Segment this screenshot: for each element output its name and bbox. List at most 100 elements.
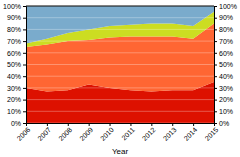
tick-label: 2007 <box>36 126 52 142</box>
tick-mark <box>23 123 26 124</box>
tick: 60% <box>7 50 26 57</box>
tick: 20% <box>7 96 26 103</box>
tick-mark <box>130 123 131 126</box>
tick: 30% <box>214 85 233 92</box>
tick-mark <box>214 123 217 124</box>
grid-line <box>26 64 214 65</box>
axis-line <box>215 7 218 124</box>
grid-line <box>26 52 214 53</box>
tick: 90% <box>7 14 26 21</box>
tick-mark <box>23 41 26 42</box>
tick-mark <box>193 123 194 126</box>
tick-label: 2008 <box>57 126 73 142</box>
tick-mark <box>23 88 26 89</box>
tick-mark <box>214 6 217 7</box>
tick-mark <box>23 6 26 7</box>
tick: 20% <box>214 96 233 103</box>
tick-mark <box>23 53 26 54</box>
tick-label: 80% <box>7 26 21 33</box>
tick-mark <box>23 18 26 19</box>
tick-mark <box>47 123 48 126</box>
tick: 60% <box>214 50 233 57</box>
area-series <box>26 6 214 43</box>
grid-line <box>26 111 214 112</box>
tick-label: 90% <box>219 14 233 21</box>
tick-label: 2010 <box>99 126 115 142</box>
tick-label: 50% <box>7 61 21 68</box>
tick: 80% <box>7 26 26 33</box>
tick-mark <box>23 29 26 30</box>
chart: 2006200720082009201020112012201320142015… <box>0 0 240 157</box>
tick-mark <box>214 41 217 42</box>
tick-label: 10% <box>219 108 233 115</box>
tick-label: 60% <box>219 50 233 57</box>
tick: 40% <box>7 73 26 80</box>
tick-label: 2013 <box>162 126 178 142</box>
tick-mark <box>23 100 26 101</box>
grid-line <box>26 87 214 88</box>
tick-mark <box>110 123 111 126</box>
tick: 70% <box>214 38 233 45</box>
y-axis: 0%10%20%30%40%50%60%70%80%90%100% <box>3 3 26 127</box>
tick-label: 2009 <box>78 126 94 142</box>
tick-mark <box>68 123 69 126</box>
tick: 100% <box>3 3 26 10</box>
plot-area <box>26 6 214 123</box>
grid-line <box>26 29 214 30</box>
tick-label: 2012 <box>141 126 157 142</box>
tick: 40% <box>214 73 233 80</box>
tick: 10% <box>7 108 26 115</box>
tick: 2012 <box>141 123 157 142</box>
tick-label: 60% <box>7 50 21 57</box>
x-axis-label: Year <box>112 147 129 156</box>
tick-mark <box>214 111 217 112</box>
tick-label: 80% <box>219 26 233 33</box>
tick: 2008 <box>57 123 73 142</box>
tick-label: 50% <box>219 61 233 68</box>
tick-mark <box>214 88 217 89</box>
grid-line <box>26 76 214 77</box>
tick-mark <box>214 53 217 54</box>
tick-mark <box>214 18 217 19</box>
tick: 2015 <box>203 123 219 142</box>
tick-label: 40% <box>219 73 233 80</box>
tick-label: 0% <box>219 120 229 127</box>
grid-line <box>26 41 214 42</box>
tick-label: 40% <box>7 73 21 80</box>
tick-label: 70% <box>219 38 233 45</box>
tick-label: 2014 <box>183 126 199 142</box>
tick-mark <box>89 123 90 126</box>
tick-label: 0% <box>11 120 21 127</box>
x-axis: 2006200720082009201020112012201320142015 <box>15 123 219 142</box>
tick-label: 90% <box>7 14 21 21</box>
tick-mark <box>214 29 217 30</box>
tick-mark <box>23 76 26 77</box>
axis-line <box>23 7 27 124</box>
grid-line <box>26 99 214 100</box>
tick-mark <box>23 111 26 112</box>
tick: 50% <box>7 61 26 68</box>
frame-line <box>26 6 214 7</box>
axis-line <box>27 124 215 127</box>
tick: 50% <box>214 61 233 68</box>
tick-mark <box>214 100 217 101</box>
tick-label: 2011 <box>120 126 136 142</box>
tick-mark <box>172 123 173 126</box>
tick: 100% <box>214 3 237 10</box>
tick-mark <box>23 65 26 66</box>
y2-axis: 0% 10% 20% 30% 40% 50% 60% 70% 80% 90% 100% <box>214 3 237 127</box>
tick: 2009 <box>78 123 94 142</box>
tick-label: 10% <box>7 108 21 115</box>
tick: 2010 <box>99 123 115 142</box>
tick-label: 30% <box>219 85 233 92</box>
grid <box>26 6 214 123</box>
grid-line <box>26 17 214 18</box>
tick: 2011 <box>120 123 136 142</box>
tick: 2007 <box>36 123 52 142</box>
tick-mark <box>214 65 217 66</box>
tick-label: 100% <box>219 3 237 10</box>
tick: 2013 <box>162 123 178 142</box>
tick-label: 100% <box>3 3 21 10</box>
tick-label: 70% <box>7 38 21 45</box>
tick: 10% <box>214 108 233 115</box>
